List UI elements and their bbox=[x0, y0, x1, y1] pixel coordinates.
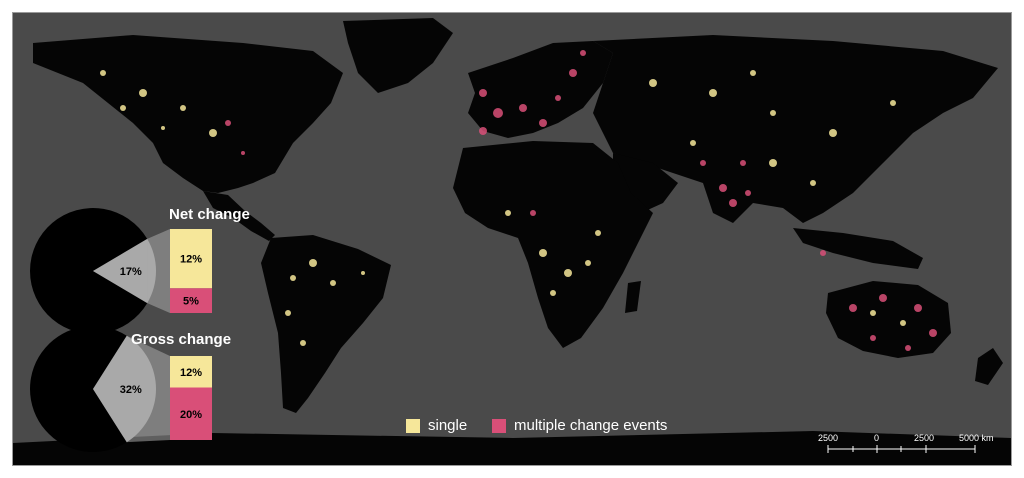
scale-tick-3: 5000 km bbox=[959, 433, 994, 443]
africa bbox=[453, 141, 653, 348]
net-change-multiple-label: 5% bbox=[183, 296, 199, 308]
net-change-pie-remainder bbox=[30, 208, 148, 335]
legend-multiple-swatch bbox=[492, 418, 506, 433]
legend-multiple: multiple change events bbox=[492, 417, 667, 434]
gross-change-chart: 32% 12% 20% bbox=[30, 326, 212, 452]
net-change-connector bbox=[147, 229, 170, 313]
scale-tick-0: 2500 bbox=[818, 433, 839, 443]
australia bbox=[826, 281, 951, 358]
central-america bbox=[203, 191, 275, 241]
new-zealand bbox=[975, 348, 1003, 385]
gross-change-bar-single bbox=[170, 356, 212, 388]
asia bbox=[593, 35, 998, 223]
net-change-bar-multiple bbox=[170, 288, 212, 313]
scale-tick-2: 2500 bbox=[914, 433, 935, 443]
south-america bbox=[261, 235, 391, 413]
net-change-chart: 17% 12% 5% bbox=[30, 208, 212, 335]
antarctica bbox=[13, 431, 1011, 465]
land-masses bbox=[13, 18, 1011, 465]
scale-tick-1: 0 bbox=[874, 433, 880, 443]
gross-change-title: Gross change bbox=[131, 331, 232, 348]
net-change-single-label: 12% bbox=[180, 254, 202, 266]
north-america bbox=[33, 35, 343, 193]
gross-change-bar-multiple bbox=[170, 387, 212, 440]
gross-change-multiple-label: 20% bbox=[180, 409, 202, 421]
legend-multiple-label: multiple change events bbox=[514, 417, 668, 434]
gross-change-pie-remainder bbox=[30, 326, 127, 452]
net-change-pie-label: 17% bbox=[120, 266, 142, 278]
net-change-title: Net change bbox=[169, 206, 250, 223]
legend-single: single bbox=[406, 417, 467, 434]
scale-bar bbox=[827, 445, 976, 453]
gross-change-pie-label: 32% bbox=[120, 384, 142, 396]
change-speckles bbox=[100, 50, 937, 351]
net-change-bar-single bbox=[170, 229, 212, 289]
net-change-pie-slice bbox=[93, 238, 157, 304]
map-canvas: 17% 12% 5% 32% 12% 20% bbox=[13, 18, 1011, 465]
greenland bbox=[343, 18, 453, 93]
gross-change-connector bbox=[126, 335, 170, 443]
indonesia bbox=[793, 228, 923, 269]
gross-change-single-label: 12% bbox=[180, 367, 202, 379]
europe bbox=[468, 41, 613, 138]
world-map: 17% 12% 5% 32% 12% 20% Net change Gross … bbox=[12, 12, 1012, 466]
madagascar bbox=[625, 281, 641, 313]
legend-single-label: single bbox=[428, 417, 468, 434]
legend-single-swatch bbox=[406, 418, 420, 433]
